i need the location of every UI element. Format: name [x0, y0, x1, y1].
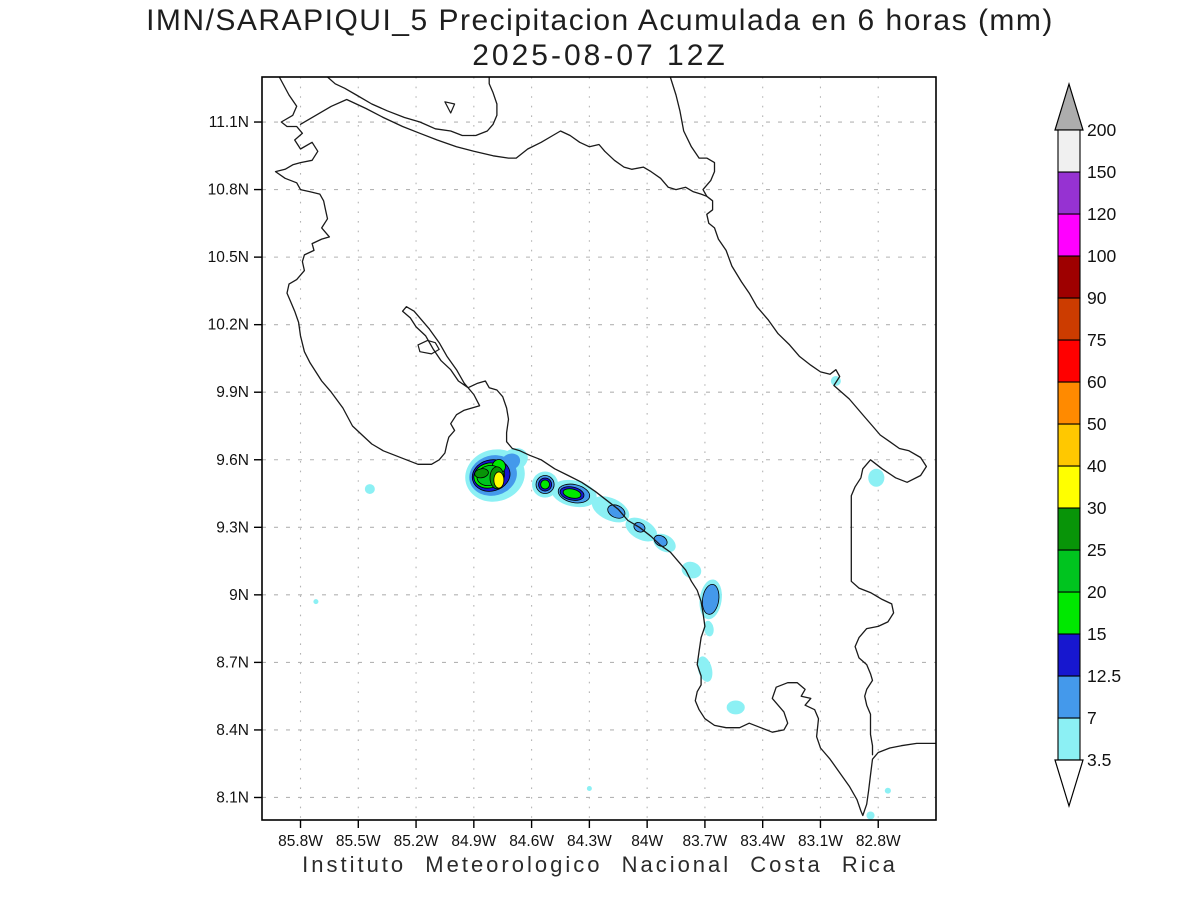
colorbar-segment-90mm: [1057, 255, 1081, 299]
colorbar-label-150: 150: [1087, 162, 1116, 182]
precip-cell-3.5mm: [681, 561, 702, 579]
precip-cell-3.5mm: [868, 468, 885, 487]
colorbar-label-12.5: 12.5: [1087, 666, 1121, 686]
lat-tick-label: 8.1N: [216, 789, 249, 806]
colorbar-label-100: 100: [1087, 246, 1116, 266]
colorbar-label-60: 60: [1087, 372, 1107, 392]
colorbar-label-90: 90: [1087, 288, 1107, 308]
colorbar-segment-7mm: [1057, 675, 1081, 719]
precip-cell-3.5mm: [313, 599, 319, 605]
colorbar-label-30: 30: [1087, 498, 1107, 518]
precip-cell-3.5mm: [364, 484, 375, 494]
precip-cell-3.5mm: [866, 811, 875, 820]
lat-tick-label: 9.9N: [216, 384, 249, 401]
map-area: [262, 77, 936, 820]
colorbar-segment-100mm: [1057, 213, 1081, 257]
plot-footer: Instituto Meteorologico Nacional Costa R…: [302, 852, 898, 877]
lon-tick-label: 85.5W: [336, 833, 381, 850]
colorbar-label-20: 20: [1087, 582, 1107, 602]
precip-cell-3.5mm: [726, 700, 745, 715]
lat-tick-label: 8.7N: [216, 654, 249, 671]
colorbar-label-7: 7: [1087, 708, 1097, 728]
colorbar-over-arrow: [1054, 81, 1084, 131]
colorbar-segment-150mm: [1057, 129, 1081, 173]
colorbar-label-25: 25: [1087, 540, 1106, 560]
colorbar-segment-120mm: [1057, 171, 1081, 215]
lon-tick-label: 84.3W: [567, 833, 612, 850]
coastline-path: [274, 77, 936, 817]
lon-tick-label: 83.1W: [798, 833, 843, 850]
precip-cell-7mm: [702, 583, 720, 615]
lon-tick-label: 83.7W: [683, 833, 728, 850]
colorbar-label-200: 200: [1087, 120, 1116, 140]
colorbar-label-15: 15: [1087, 624, 1106, 644]
colorbar-under-arrow: [1054, 759, 1084, 809]
lon-tick-label: 82.8W: [856, 833, 901, 850]
colorbar-label-75: 75: [1087, 330, 1106, 350]
graticule-grid: [262, 77, 936, 820]
lat-tick-label: 10.2N: [208, 317, 249, 334]
lon-tick-label: 85.8W: [278, 833, 323, 850]
colorbar-label-120: 120: [1087, 204, 1116, 224]
lat-tick-label: 10.5N: [208, 249, 249, 266]
plot-title: IMN/SARAPIQUI_5 Precipitacion Acumulada …: [0, 4, 1200, 73]
lat-tick-label: 11.1N: [209, 114, 249, 131]
colorbar-label-40: 40: [1087, 456, 1107, 476]
colorbar-segment-15mm: [1057, 591, 1081, 635]
plot-title-line1: IMN/SARAPIQUI_5 Precipitacion Acumulada …: [146, 4, 1054, 37]
lat-tick-label: 10.8N: [208, 182, 249, 199]
precipitation-shading: [313, 376, 891, 820]
lon-tick-label: 84.6W: [509, 833, 554, 850]
colorbar-segment-3.5mm: [1057, 717, 1081, 761]
precip-cell-7mm: [653, 534, 668, 547]
precip-cell-3.5mm: [884, 787, 891, 794]
lat-tick-label: 9N: [229, 587, 249, 604]
precip-cell-25mm: [474, 468, 489, 479]
precip-cell-30mm: [493, 471, 505, 489]
colorbar-segment-60mm: [1057, 339, 1081, 383]
colorbar-segment-25mm: [1057, 507, 1081, 551]
lon-tick-label: 84.9W: [451, 833, 496, 850]
colorbar-label-50: 50: [1087, 414, 1107, 434]
lon-tick-label: 83.4W: [740, 833, 785, 850]
coastline: [274, 77, 936, 817]
coastline-path: [326, 77, 498, 137]
colorbar-segment-50mm: [1057, 381, 1081, 425]
lat-tick-label: 9.6N: [216, 452, 249, 469]
island-outline: [417, 339, 440, 355]
island-outline: [444, 101, 456, 114]
colorbar-label-3.5: 3.5: [1087, 750, 1111, 770]
colorbar-segment-20mm: [1057, 549, 1081, 593]
precip-cell-7mm: [607, 504, 626, 519]
precip-cell-3.5mm: [586, 786, 592, 791]
colorbar-segment-30mm: [1057, 465, 1081, 509]
lat-tick-label: 9.3N: [216, 519, 249, 536]
colorbar-segment-40mm: [1057, 423, 1081, 467]
lat-tick-label: 8.4N: [216, 722, 249, 739]
colorbar: 3.5 7 12.5 15 20 25 30 40 50 60 75 90 100 120 150 200: [1054, 81, 1121, 809]
precip-cell-15mm: [540, 479, 550, 490]
colorbar-segment-12.5mm: [1057, 633, 1081, 677]
lon-tick-label: 84W: [631, 833, 663, 850]
plot-title-datetime: 2025-08-07 12Z: [472, 39, 728, 72]
coastline-path: [669, 77, 928, 756]
precip-cell-15mm: [562, 488, 582, 499]
lon-tick-label: 85.2W: [394, 833, 439, 850]
coastline-path: [299, 98, 708, 197]
axes: 11.1N 10.8N 10.5N 10.2N 9.9N 9.6N 9.3N 9N 8.7N 8.…: [208, 114, 901, 850]
colorbar-segment-75mm: [1057, 297, 1081, 341]
map-frame: [261, 76, 937, 821]
precip-cell-3.5mm: [703, 620, 714, 637]
